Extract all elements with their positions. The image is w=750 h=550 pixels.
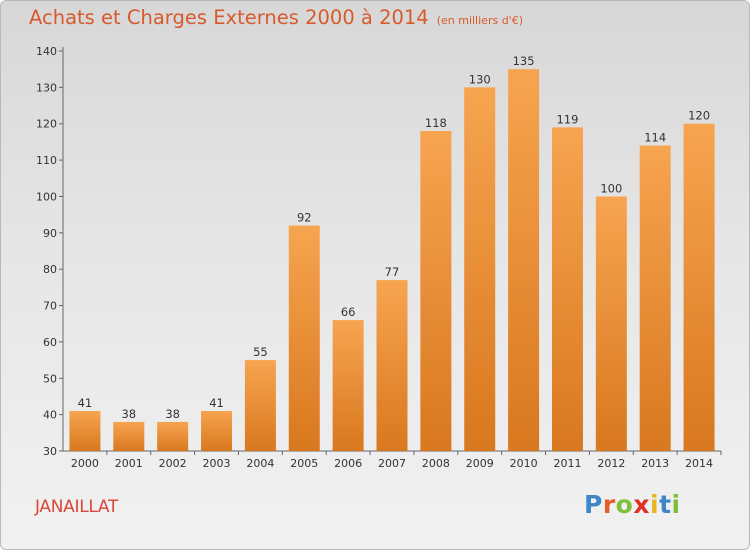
location-name: JANAILLAT [35,497,119,517]
y-tick-label: 130 [36,81,57,94]
y-tick-label: 120 [36,118,57,131]
y-tick-label: 140 [36,45,57,58]
bar-value-label: 130 [469,72,491,86]
x-tick-label: 2003 [203,457,231,470]
bar-value-label: 118 [425,116,447,130]
x-tick-label: 2014 [685,457,713,470]
bar-value-label: 55 [253,345,268,359]
bar-2012 [595,196,627,451]
y-tick-label: 30 [43,445,57,458]
bar-2009 [464,87,496,451]
bar-2000 [69,411,101,451]
bar-2014 [683,123,715,452]
bar-2008 [420,131,452,451]
x-tick-label: 2002 [159,457,187,470]
bar-value-label: 41 [209,396,224,410]
bar-value-label: 77 [385,265,400,279]
y-tick-label: 80 [43,263,57,276]
y-tick-label: 60 [43,336,57,349]
logo-letter: o [615,490,634,519]
bar-value-label: 119 [556,112,578,126]
bar-2007 [376,280,408,451]
y-axis: 30 40 50 60 70 80 90 100 110 120 130 140 [36,45,64,458]
x-tick-label: 2010 [510,457,538,470]
bar-2010 [508,69,540,451]
bar-value-label: 135 [513,54,535,68]
bar-2005 [288,225,320,451]
y-tick-label: 90 [43,227,57,240]
y-tick-label: 100 [36,190,57,203]
x-tick-label: 2007 [378,457,406,470]
bar-value-label: 120 [688,109,710,123]
title-unit: (en milliers d'€) [436,14,523,27]
bar-2002 [157,421,189,451]
x-axis: 2000 2001 2002 2003 2004 2005 2006 2007 2008 2009… [63,450,722,470]
bar-value-label: 66 [341,305,356,319]
bar-2011 [551,127,583,451]
bar-value-label: 114 [644,131,666,145]
y-tick-label: 50 [43,372,57,385]
x-tick-label: 2009 [466,457,494,470]
bar-2004 [244,360,276,451]
bar-2003 [201,411,233,451]
bar-value-label: 92 [297,211,312,225]
logo-letter: t [659,490,672,519]
x-tick-label: 2008 [422,457,450,470]
y-tick-label: 40 [43,409,57,422]
bar-2013 [639,145,671,451]
bar-value-label: 38 [165,407,180,421]
bar-2006 [332,320,364,451]
bar-2001 [113,421,145,451]
x-tick-label: 2001 [115,457,143,470]
x-tick-label: 2011 [553,457,581,470]
y-tick-label: 70 [43,300,57,313]
title-text: Achats et Charges Externes 2000 à 2014 [29,6,429,29]
bar-value-label: 38 [121,407,136,421]
logo-letter: r [602,490,616,519]
x-tick-label: 2006 [334,457,362,470]
x-tick-label: 2013 [641,457,669,470]
x-tick-label: 2004 [246,457,274,470]
bars-group: 41 38 38 41 55 92 66 77 118 130 135 119 100 114 120 [69,54,715,452]
logo-letter: x [633,490,650,519]
chart-title: Achats et Charges Externes 2000 à 2014 (e… [29,6,523,29]
y-tick-label: 110 [36,154,57,167]
proxiti-logo: Proxiti [584,490,681,519]
x-tick-label: 2000 [71,457,99,470]
logo-letter: P [584,490,603,519]
bar-value-label: 100 [600,181,622,195]
bar-value-label: 41 [78,396,93,410]
logo-letter: i [650,490,660,519]
x-tick-label: 2012 [597,457,625,470]
logo-letter: i [671,490,681,519]
x-tick-label: 2005 [290,457,318,470]
